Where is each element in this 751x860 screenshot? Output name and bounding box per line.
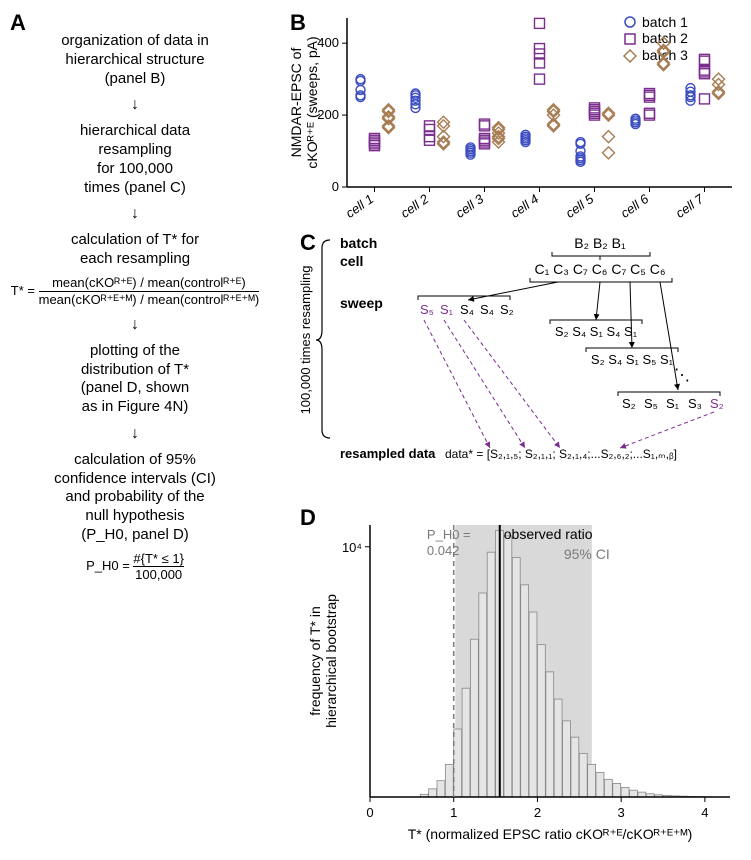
step2: hierarchical data resampling for 100,000… <box>10 122 260 197</box>
svg-text:S₄: S₄ <box>460 302 474 317</box>
svg-text:S₂: S₂ <box>500 302 514 317</box>
svg-text:S₂: S₂ <box>710 396 724 411</box>
svg-text:batch: batch <box>340 235 377 251</box>
svg-text:100,000 times resampling: 100,000 times resampling <box>300 266 313 415</box>
svg-text:cell 1: cell 1 <box>343 191 376 221</box>
svg-text:data* = [S₂,₁,₅; S₂,₁,₁; S₂,₁,: data* = [S₂,₁,₅; S₂,₁,₁; S₂,₁,₄;...S₂,₆,… <box>445 447 677 461</box>
svg-text:S₁: S₁ <box>666 396 680 411</box>
svg-text:B₂ B₂ B₁: B₂ B₂ B₁ <box>574 235 626 251</box>
svg-text:200: 200 <box>317 107 339 122</box>
step5: calculation of 95% confidence intervals … <box>10 451 260 545</box>
svg-text:hierarchical bootstrap: hierarchical bootstrap <box>323 594 339 728</box>
formula-tstar: T* = mean(cKOᴿ⁺ᴱ) / mean(controlᴿ⁺ᴱ) mea… <box>10 275 260 308</box>
svg-text:1: 1 <box>450 805 457 820</box>
arrow-1: ↓ <box>10 96 260 114</box>
svg-text:S₄: S₄ <box>480 302 494 317</box>
arrow-3: ↓ <box>10 316 260 334</box>
svg-text:batch 1: batch 1 <box>642 14 688 30</box>
svg-text:S₂ S₄ S₁ S₄ S₁: S₂ S₄ S₁ S₄ S₁ <box>555 324 638 339</box>
arrow-4: ↓ <box>10 425 260 443</box>
panel-c-tree: batch cell sweep 100,000 times resampling B₂… <box>300 230 740 480</box>
step3: calculation of T* for each resampling <box>10 231 260 269</box>
svg-text:95% CI: 95% CI <box>564 546 610 562</box>
svg-text:3: 3 <box>618 805 625 820</box>
svg-text:0.042: 0.042 <box>427 543 460 558</box>
svg-text:S₂ S₄ S₁ S₅ S₁: S₂ S₄ S₁ S₅ S₁ <box>591 352 674 367</box>
svg-text:C₁ C₃ C₇ C₆ C₇ C₅ C₆: C₁ C₃ C₇ C₆ C₇ C₅ C₆ <box>534 261 665 277</box>
svg-text:cell 5: cell 5 <box>563 191 597 221</box>
svg-text:cell 4: cell 4 <box>508 191 541 221</box>
svg-text:T* (normalized EPSC ratio cKOᴿ: T* (normalized EPSC ratio cKOᴿ⁺ᴱ/cKOᴿ⁺ᴱ⁺… <box>408 826 693 842</box>
svg-text:0: 0 <box>366 805 373 820</box>
svg-text:⋱: ⋱ <box>674 367 690 384</box>
svg-text:observed ratio: observed ratio <box>504 526 593 542</box>
svg-text:cell 3: cell 3 <box>453 191 487 221</box>
svg-text:frequency of T* in: frequency of T* in <box>307 606 323 715</box>
panel-b-scatter: 0 200 400 cell 1 cell 2 cell 3 cell 4 cell 5 cel… <box>285 10 740 225</box>
svg-text:P_H0 =: P_H0 = <box>427 527 471 542</box>
svg-text:S₅: S₅ <box>420 302 434 317</box>
svg-text:400: 400 <box>317 35 339 50</box>
svg-text:S₁: S₁ <box>440 302 454 317</box>
svg-text:NMDAR-EPSC of: NMDAR-EPSC of <box>288 48 304 158</box>
formula-ph0: P_H0 = #{T* ≤ 1} 100,000 <box>10 551 260 582</box>
svg-text:cKOᴿ⁺ᴱ (sweeps, pA): cKOᴿ⁺ᴱ (sweeps, pA) <box>304 36 320 168</box>
svg-text:2: 2 <box>534 805 541 820</box>
svg-text:10⁴: 10⁴ <box>342 540 362 555</box>
svg-text:0: 0 <box>332 179 339 194</box>
svg-text:sweep: sweep <box>340 295 383 311</box>
svg-text:resampled data: resampled data <box>340 446 436 461</box>
svg-text:cell 6: cell 6 <box>618 191 652 221</box>
arrow-2: ↓ <box>10 205 260 223</box>
svg-text:cell 7: cell 7 <box>673 191 707 221</box>
svg-text:cell 2: cell 2 <box>398 191 432 221</box>
step1: organization of data in hierarchical str… <box>10 32 260 88</box>
panel-a-flowchart: organization of data in hierarchical str… <box>10 12 260 588</box>
svg-text:S₃: S₃ <box>688 396 702 411</box>
svg-text:S₂: S₂ <box>622 396 636 411</box>
svg-text:S₅: S₅ <box>644 396 658 411</box>
svg-text:4: 4 <box>701 805 708 820</box>
svg-text:cell: cell <box>340 253 363 269</box>
step4: plotting of the distribution of T* (pane… <box>10 342 260 417</box>
panel-d-histogram: 0 1 2 3 4 10⁴ observed ratio 95% CI P_H0 =0.042 T… <box>300 505 740 845</box>
